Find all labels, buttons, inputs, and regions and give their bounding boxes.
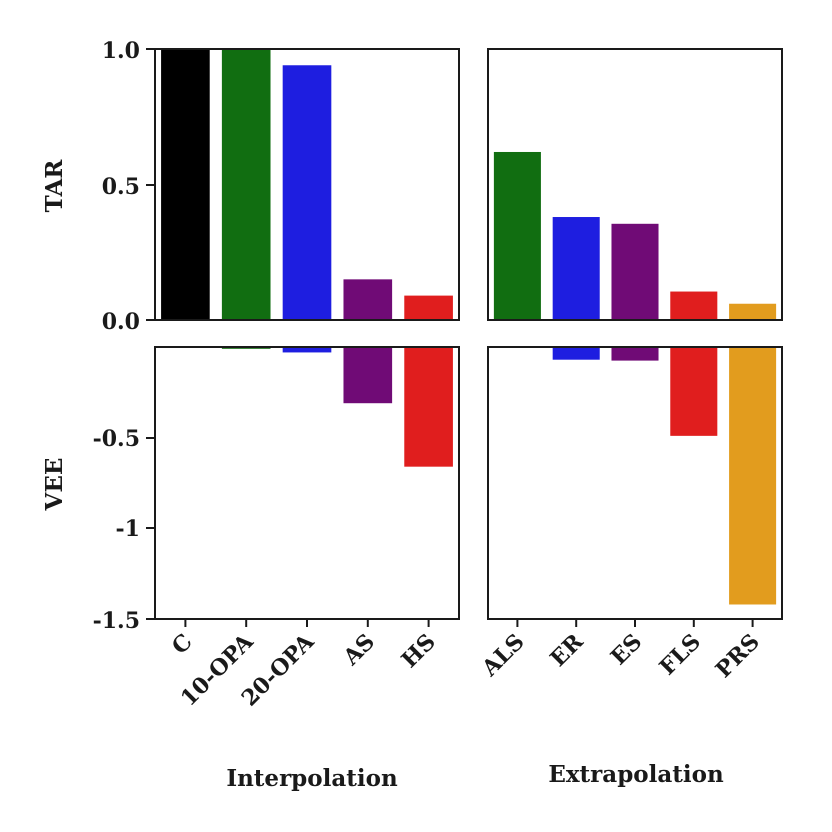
bar-tar-c xyxy=(161,49,210,320)
bar-tar-as xyxy=(343,279,393,320)
ytick-label: 1.0 xyxy=(102,38,140,64)
xtick-label: ES xyxy=(606,629,647,670)
ytick-label: 0.5 xyxy=(102,174,140,200)
bar-tar-fls xyxy=(670,291,718,320)
ylabel-vee: VEE xyxy=(41,458,68,512)
ytick-label: 0.0 xyxy=(102,309,140,335)
bar-tar-20-opa xyxy=(282,65,332,320)
bar-vee-es xyxy=(611,347,659,361)
panel-vee-interpolation xyxy=(154,346,460,620)
bar-vee-prs xyxy=(729,347,777,605)
bar-vee-er xyxy=(552,347,600,360)
xtick-label: HS xyxy=(397,629,441,673)
xlabel-extrapolation: Extrapolation xyxy=(548,761,724,788)
bar-tar-prs xyxy=(729,303,777,320)
xtick-label: AS xyxy=(338,629,380,671)
xtick-label: FLS xyxy=(654,629,706,681)
bar-tar-es xyxy=(611,223,659,320)
ylabel-tar: TAR xyxy=(41,159,68,213)
bar-tar-als xyxy=(493,151,541,320)
bar-vee-hs xyxy=(404,347,453,467)
ytick-label: -1 xyxy=(116,516,140,542)
ytick-label: -1.5 xyxy=(93,608,140,634)
panel-vee-extrapolation xyxy=(487,346,783,620)
xtick-label: ER xyxy=(545,628,589,672)
panel-tar-extrapolation xyxy=(487,48,783,321)
xlabel-interpolation: Interpolation xyxy=(226,765,398,792)
bar-vee-20-opa xyxy=(282,347,332,353)
bar-tar-er xyxy=(552,217,600,320)
bar-vee-fls xyxy=(670,347,718,436)
panel-tar-interpolation xyxy=(154,48,460,321)
bar-vee-as xyxy=(343,347,393,404)
bar-tar-10-opa xyxy=(221,49,271,320)
xtick-label: ALS xyxy=(476,629,529,682)
bars xyxy=(161,49,777,605)
xtick-label: C xyxy=(167,629,198,660)
ytick-label: -0.5 xyxy=(93,426,140,452)
xtick-label: PRS xyxy=(711,629,765,683)
bar-tar-hs xyxy=(404,295,453,320)
